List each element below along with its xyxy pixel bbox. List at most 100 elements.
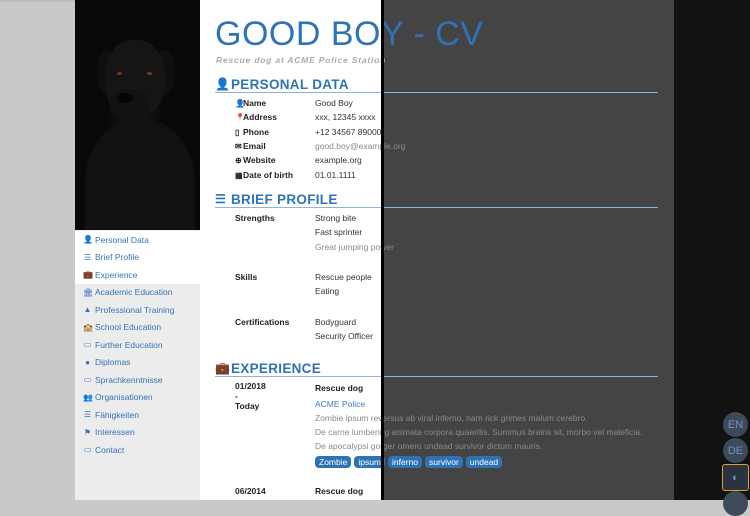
section-heading: BRIEF PROFILE (231, 192, 338, 207)
exp-from: 01/2018 (235, 381, 266, 391)
sidebar-item-label: Academic Education (95, 287, 173, 298)
profile-value: Strong bite (315, 213, 357, 223)
exp-to: Today (235, 401, 260, 411)
sidebar-item-further-education[interactable]: ▭ Further Education (75, 336, 200, 354)
sidebar-item-label: Interessen (95, 427, 135, 438)
sidebar-item-brief-profile[interactable]: ☰ Brief Profile (75, 248, 200, 266)
exp-role: Rescue dog (315, 486, 364, 496)
label-text: Address (243, 112, 278, 123)
phone-icon: ▯ (235, 127, 240, 137)
field-label: ⊕Website (235, 155, 275, 166)
sidebar-item-label: Personal Data (95, 234, 149, 245)
contrast-icon: ◐ (732, 471, 739, 484)
list-icon: ☰ (215, 192, 227, 206)
label-text: Email (243, 140, 266, 151)
calendar-icon: ▦ (235, 170, 243, 180)
field-value: example.org (315, 155, 362, 166)
sidebar-item-label: Diplomas (95, 357, 131, 368)
field-label: ✉Email (235, 141, 266, 152)
extra-button[interactable] (723, 491, 748, 516)
sidebar-item-academic-education[interactable]: 🏛 Academic Education (75, 284, 200, 302)
sidebar-item-contact[interactable]: ▭ Contact (75, 441, 200, 459)
exp-role: Rescue dog (315, 383, 364, 393)
sliders-icon: ☰ (83, 410, 92, 420)
label-text: Name (243, 98, 267, 108)
sidebar-item-label: Contact (95, 444, 125, 455)
tag: undead (465, 456, 503, 468)
language-icon: ▭ (83, 375, 92, 385)
user-icon: 👤 (235, 99, 245, 108)
exp-from: 06/2014 (235, 486, 266, 496)
field-value: 01.01.1111 (315, 169, 356, 180)
exp-line: De apocalypsi gorger omero undead surviv… (315, 441, 543, 451)
theme-toggle-button[interactable]: ◐ (722, 464, 749, 491)
language-en-button[interactable]: EN (723, 412, 748, 437)
university-icon: 🏛 (83, 287, 94, 297)
sidebar-item-label: Fähigkeiten (95, 409, 139, 420)
section-heading: EXPERIENCE (231, 361, 322, 376)
user-icon: 👤 (83, 235, 93, 245)
interests-icon: ⚑ (83, 427, 92, 437)
users-icon: 👥 (83, 392, 93, 402)
sidebar-item-sprachkenntnisse[interactable]: ▭ Sprachkenntnisse (75, 371, 200, 389)
page-title: GOOD BOY - CV (215, 15, 484, 53)
exp-org-link[interactable]: ACME Police (315, 399, 366, 409)
label-text: Date of birth (243, 169, 294, 180)
profile-photo (75, 0, 200, 230)
compare-slider-handle[interactable] (381, 0, 384, 500)
section-brief-profile: ☰ BRIEF PROFILE (215, 192, 658, 208)
sidebar-item-experience[interactable]: 💼 Experience (75, 266, 200, 284)
contact-card-icon: ▭ (83, 445, 92, 455)
field-value: +12 34567 89000 (315, 126, 382, 137)
list-icon: ☰ (83, 252, 92, 262)
section-heading: PERSONAL DATA (231, 77, 349, 92)
sidebar-item-label: School Education (95, 322, 162, 333)
sidebar-item-label: Brief Profile (95, 252, 139, 263)
profile-value: Security Officer (315, 331, 373, 342)
sidebar-item-label: Experience (95, 269, 138, 280)
globe-icon: ⊕ (235, 156, 242, 166)
map-marker-icon: 📍 (235, 113, 245, 123)
briefcase-icon: 💼 (83, 270, 93, 280)
profile-value: Fast sprinter (315, 227, 363, 238)
sidebar-item-school-education[interactable]: 🏫 School Education (75, 319, 200, 337)
cv-content: GOOD BOY - CV Rescue dog at ACME Police … (200, 0, 674, 500)
sidebar-item-personal-data[interactable]: 👤 Personal Data (75, 231, 200, 249)
sidebar-item-interessen[interactable]: ⚑ Interessen (75, 424, 200, 442)
exp-tags: Zombie ipsum inferno survivor undead (315, 456, 503, 468)
sidebar-item-professional-training[interactable]: ▲ Professional Training (75, 301, 200, 319)
envelope-icon: ✉ (235, 141, 242, 151)
sidebar-item-label: Organisationen (95, 392, 153, 403)
field-label: 👤Name (235, 98, 266, 109)
briefcase-icon: 💼 (215, 361, 231, 375)
field-label: 📍Address (235, 112, 277, 123)
profile-value: Rescue people (315, 272, 372, 282)
profile-label: Skills (235, 272, 258, 282)
tag: Zombie (315, 456, 352, 468)
label-text: Website (243, 155, 276, 166)
certificate-icon: ● (85, 357, 90, 367)
field-label: ▯ Phone (235, 127, 269, 138)
sidebar-item-diplomas[interactable]: ● Diplomas (75, 354, 200, 372)
chalkboard-icon: ▭ (83, 340, 92, 350)
road-icon: ▲ (83, 305, 92, 315)
profile-value: Eating (315, 286, 340, 297)
exp-sep: - (235, 391, 238, 401)
section-personal-data: 👤 PERSONAL DATA (215, 77, 658, 93)
page-subtitle: Rescue dog at ACME Police Station (216, 55, 387, 65)
exp-line: De carne lumbering animata corpora quaer… (315, 427, 643, 437)
sidebar-item-organisationen[interactable]: 👥 Organisationen (75, 389, 200, 407)
school-icon: 🏫 (83, 322, 93, 332)
profile-label: Strengths (235, 213, 275, 223)
field-value: good.boy@example.org (315, 140, 406, 151)
tag: ipsum (354, 456, 386, 468)
tag: survivor (425, 456, 463, 468)
field-value: Good Boy (315, 98, 353, 108)
field-label: ▦Date of birth (235, 170, 293, 181)
sidebar-item-fähigkeiten[interactable]: ☰ Fähigkeiten (75, 406, 200, 424)
sidebar: 👤 Personal Data ☰ Brief Profile 💼 Experience 🏛… (75, 0, 200, 500)
sidebar-item-label: Sprachkenntnisse (95, 374, 163, 385)
profile-value: Great jumping power (315, 241, 394, 252)
profile-label: Certifications (235, 317, 290, 327)
language-de-button[interactable]: DE (723, 438, 748, 463)
